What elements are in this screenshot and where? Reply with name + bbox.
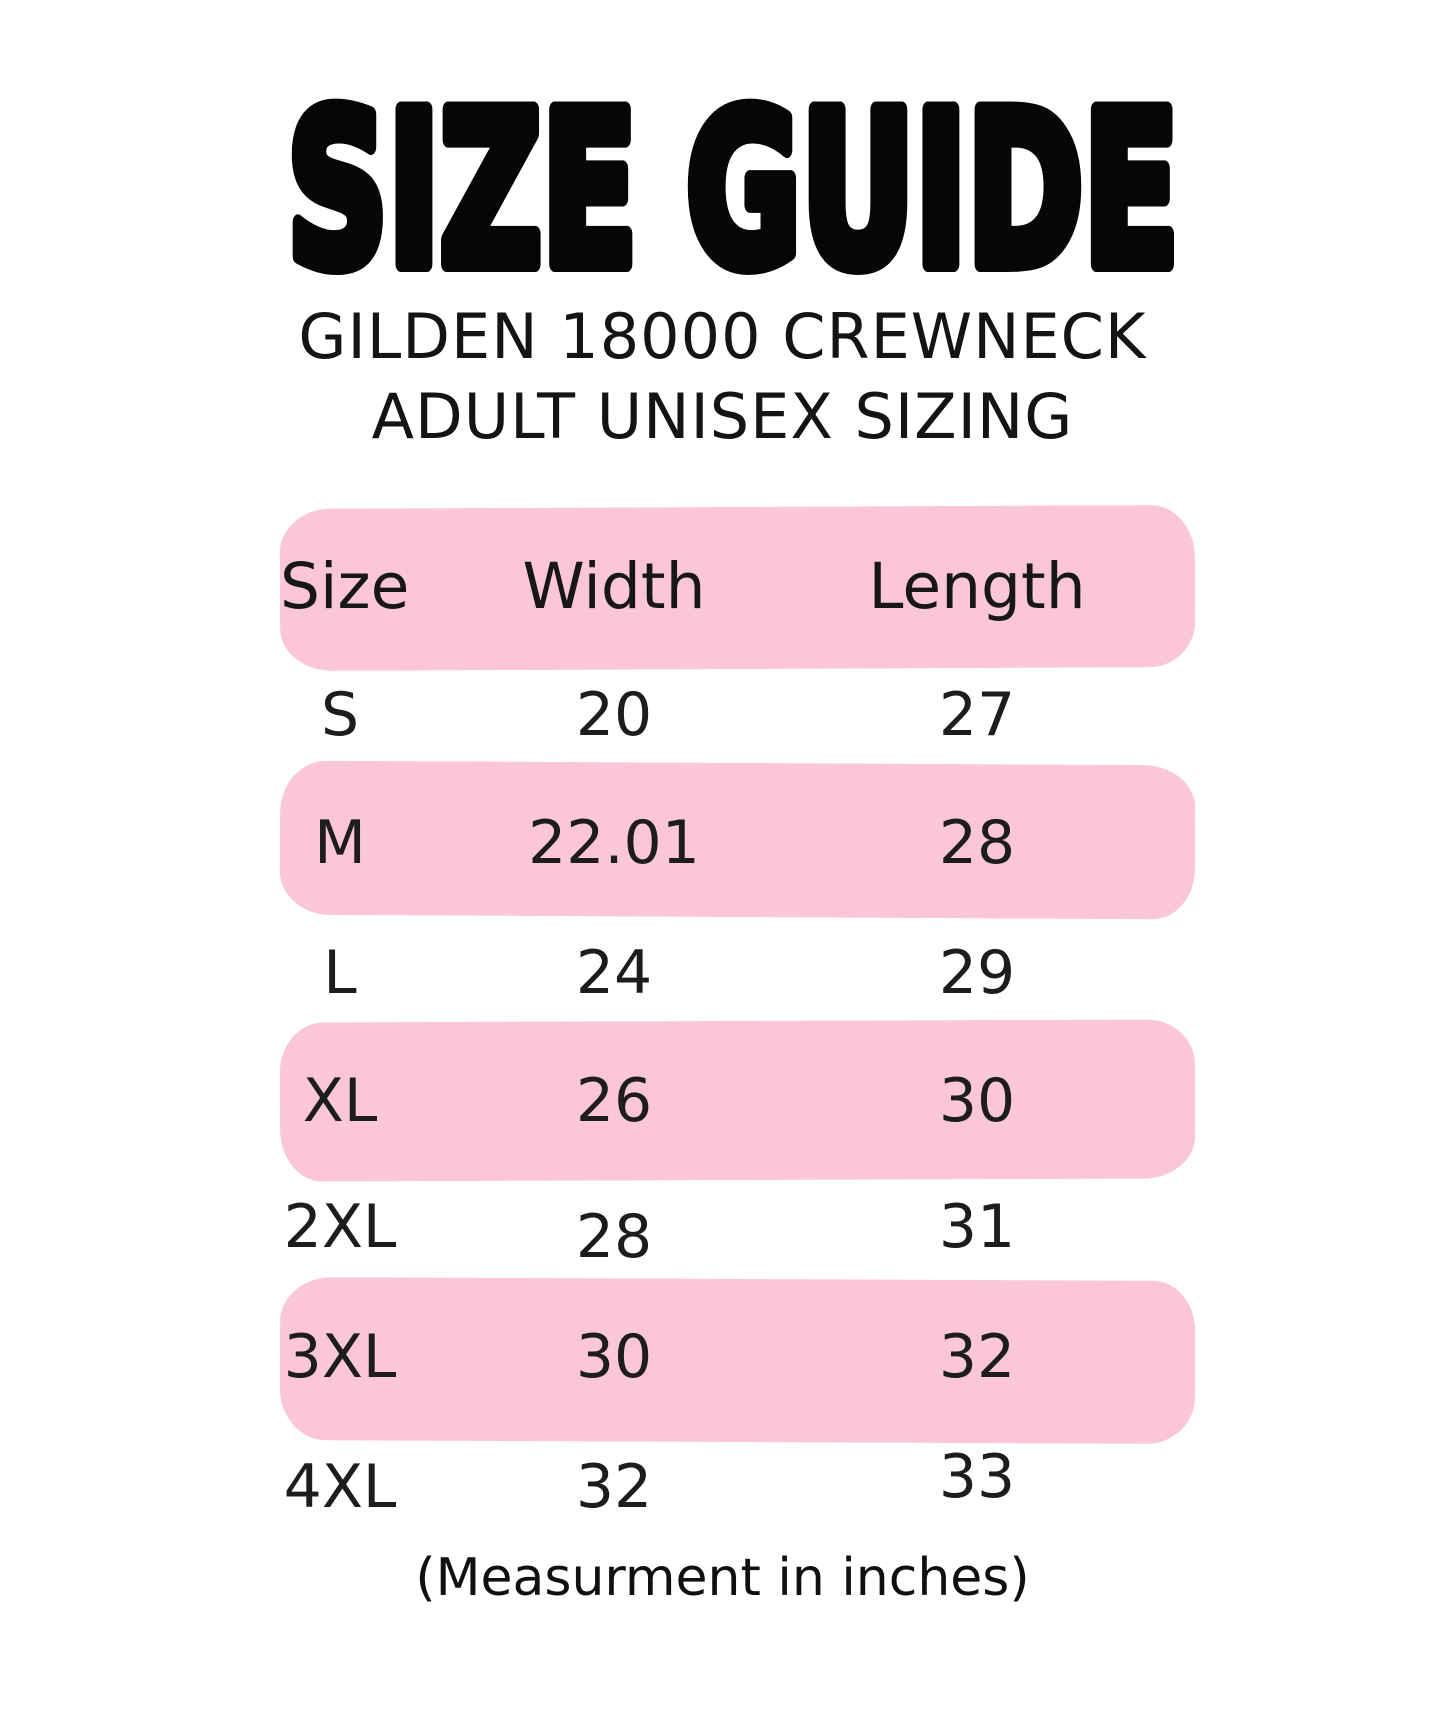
size-table: Size Width Length S 20 27 M 22.01 28 L 24 29 XL 26 30 2… — [279, 0, 1196, 1734]
subtitle: GILDEN 18000 CREWNECK ADULT UNISEX SIZIN… — [0, 297, 1445, 457]
width-cell: 22.01 — [528, 808, 700, 878]
column-header-width-cell: Width — [522, 550, 706, 623]
size-cell: 3XL — [283, 1322, 397, 1392]
table-row: XL 26 30 — [280, 1061, 1195, 1141]
size-cell: S — [320, 680, 360, 750]
width-cell: 26 — [575, 1066, 653, 1136]
length-cell: 29 — [938, 938, 1016, 1008]
size-cell: 4XL — [283, 1452, 397, 1522]
width-cell: 20 — [575, 680, 653, 750]
length-cell: 31 — [938, 1192, 1016, 1262]
subtitle-line-2: ADULT UNISEX SIZING — [371, 380, 1074, 453]
table-row: L 24 29 — [280, 933, 1195, 1013]
table-row: 4XL 32 33 — [280, 1442, 1195, 1527]
length-cell: 30 — [938, 1066, 1016, 1136]
width-cell: 30 — [575, 1322, 653, 1392]
column-header-length-cell: Length — [868, 550, 1086, 623]
page-title: SIZE GUIDE — [279, 59, 1187, 310]
column-header-size-cell: Size — [280, 550, 410, 623]
table-row: S 20 27 — [280, 675, 1195, 755]
length-cell: 28 — [938, 808, 1016, 878]
size-cell: L — [323, 938, 357, 1008]
size-cell: 2XL — [283, 1192, 397, 1262]
width-cell: 28 — [575, 1202, 653, 1272]
length-cell: 33 — [938, 1442, 1016, 1512]
width-cell: 32 — [575, 1452, 653, 1522]
length-cell: 27 — [938, 680, 1016, 750]
size-cell: M — [314, 808, 366, 878]
table-header-row: Size Width Length — [280, 547, 1195, 627]
subtitle-line-1: GILDEN 18000 CREWNECK — [298, 300, 1147, 373]
size-cell: XL — [302, 1066, 378, 1136]
page-title-text: SIZE GUIDE — [287, 67, 1179, 310]
table-row: M 22.01 28 — [280, 803, 1195, 883]
table-row: 3XL 30 32 — [280, 1317, 1195, 1397]
length-cell: 32 — [938, 1322, 1016, 1392]
width-cell: 24 — [575, 938, 653, 1008]
table-row: 2XL 28 31 — [280, 1187, 1195, 1272]
measurement-note: (Measurment in inches) — [415, 1548, 1030, 1608]
